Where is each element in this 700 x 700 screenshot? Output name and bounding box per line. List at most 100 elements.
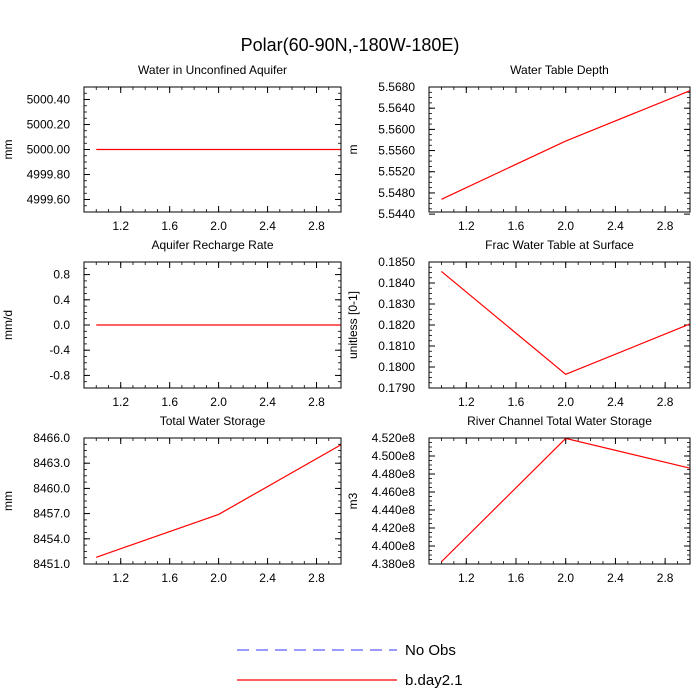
panel-3: Aquifer Recharge Rate 1.2 1.6 2.0 2.4 2.8 -0.8… [1,238,342,409]
x-tick-label: 2.8 [308,395,325,409]
x-tick-label: 1.6 [508,219,525,233]
plot-frame [83,86,342,213]
figure-title: Polar(60-90N,-180W-180E) [241,35,460,55]
legend-label-no-obs: No Obs [405,642,456,659]
panel-4: Frac Water Table at Surface 1.2 1.6 2.0 2.4 2… [346,238,691,409]
panel-title: Water Table Depth [510,63,609,77]
y-axis-label: mm/d [1,310,15,340]
panel-5: Total Water Storage 1.2 1.6 2.0 2.4 2.8 8451.0… [1,414,342,585]
x-tick-label: 1.6 [508,571,525,585]
y-tick-label: 5.5600 [378,122,415,136]
y-tick-label: 5.5440 [378,207,415,221]
series-line-b-day2-1 [441,90,691,200]
y-axis-label: m3 [346,492,360,509]
x-tick-label: 1.2 [112,571,129,585]
y-tick-label: 5.5520 [378,165,415,179]
y-tick-label: 5000.00 [27,143,71,157]
y-tick-label: 0.1840 [378,276,415,290]
panel-2: Water Table Depth 1.2 1.6 2.0 2.4 2.8 5.5440 5.… [346,63,691,233]
y-tick-label: 4.400e8 [372,539,416,553]
y-tick-label: 4.500e8 [372,449,416,463]
x-tick-label: 2.0 [557,395,574,409]
y-tick-label: 0.8 [53,268,70,282]
y-axis-label: mm [1,491,15,511]
y-tick-label: 8457.0 [33,507,70,521]
y-tick-label: 4.460e8 [372,485,416,499]
x-tick-label: 2.0 [210,219,227,233]
series-line-b-day2-1 [441,437,691,563]
x-tick-label: 2.4 [607,395,624,409]
y-tick-label: 0.1810 [378,339,415,353]
x-tick-label: 1.6 [161,219,178,233]
x-tick-label: 2.4 [607,571,624,585]
y-tick-label: 0.0 [53,318,70,332]
x-tick-label: 1.2 [112,395,129,409]
x-tick-label: 2.8 [308,219,325,233]
plot-frame [428,86,691,213]
y-tick-label: 0.1850 [378,255,415,269]
y-tick-label: 5000.40 [27,93,71,107]
y-tick-label: 4999.60 [27,193,71,207]
x-tick-label: 2.4 [607,219,624,233]
y-tick-label: 8451.0 [33,557,70,571]
x-tick-label: 2.8 [657,571,674,585]
y-tick-label: 0.1800 [378,360,415,374]
y-axis-label: mm [1,140,15,160]
y-tick-label: 8466.0 [33,431,70,445]
x-tick-label: 1.6 [161,395,178,409]
y-tick-label: 4.420e8 [372,521,416,535]
y-tick-label: 4.380e8 [372,557,416,571]
panel-title: Frac Water Table at Surface [485,238,634,252]
y-tick-label: 4.520e8 [372,431,416,445]
y-tick-label: 4.440e8 [372,503,416,517]
x-tick-label: 1.2 [458,219,475,233]
panel-6: River Channel Total Water Storage 1.2 1.6 2… [346,414,691,585]
plot-frame [428,437,691,565]
panel-title: Water in Unconfined Aquifer [138,63,287,77]
legend-label-b-day2-1: b.day2.1 [405,672,463,689]
panel-title: Total Water Storage [160,414,266,428]
y-tick-label: -0.8 [49,368,70,382]
panel-title: River Channel Total Water Storage [467,414,652,428]
x-tick-label: 1.2 [458,395,475,409]
y-tick-label: 5.5480 [378,186,415,200]
panels: Water in Unconfined Aquifer 1.2 1.6 2.0 2.4 2… [1,63,691,585]
x-tick-label: 1.6 [161,571,178,585]
y-tick-label: 5.5680 [378,80,415,94]
y-tick-label: 4.480e8 [372,467,416,481]
series-line-b-day2-1 [96,444,342,558]
y-tick-label: 8460.0 [33,481,70,495]
x-tick-label: 2.0 [210,571,227,585]
y-tick-label: 8454.0 [33,532,70,546]
y-tick-label: 4999.80 [27,168,71,182]
x-tick-label: 1.2 [112,219,129,233]
x-tick-label: 2.0 [557,219,574,233]
x-tick-label: 2.4 [259,395,276,409]
y-axis-label: unitless [0-1] [346,291,360,359]
x-tick-label: 2.8 [308,571,325,585]
x-tick-label: 2.8 [657,219,674,233]
y-tick-label: 5.5640 [378,101,415,115]
x-tick-label: 2.0 [557,571,574,585]
y-tick-label: 5.5560 [378,144,415,158]
series-line-b-day2-1 [441,270,691,376]
y-tick-label: 0.4 [53,293,70,307]
y-tick-label: 5000.20 [27,118,71,132]
x-tick-label: 2.0 [210,395,227,409]
panel-title: Aquifer Recharge Rate [151,238,273,252]
y-tick-label: 0.1790 [378,381,415,395]
x-tick-label: 1.6 [508,395,525,409]
x-tick-label: 2.4 [259,219,276,233]
plot-frame [428,261,691,389]
y-tick-label: -0.4 [49,343,70,357]
legend: No Obs b.day2.1 [237,642,463,689]
y-tick-label: 0.1830 [378,297,415,311]
y-axis-label: m [346,145,360,155]
x-tick-label: 2.4 [259,571,276,585]
y-tick-label: 0.1820 [378,318,415,332]
plot-frame [83,437,342,565]
panel-1: Water in Unconfined Aquifer 1.2 1.6 2.0 2.4 2… [1,63,342,233]
plot-frame [83,261,342,389]
y-tick-label: 8463.0 [33,456,70,470]
